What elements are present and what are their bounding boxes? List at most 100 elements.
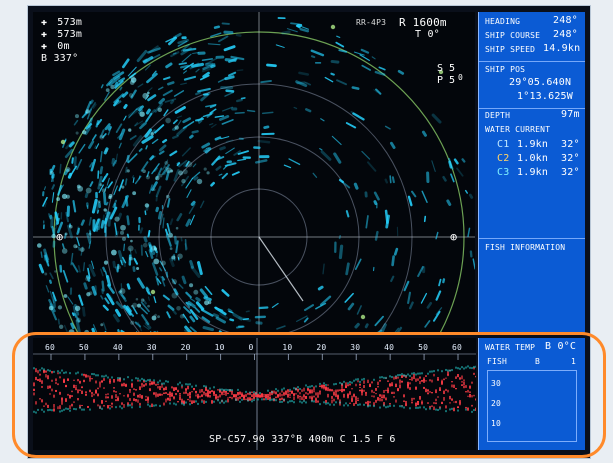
strip-echo-red	[115, 394, 117, 398]
sonar-display[interactable]: ✚ 573m ✚ 573m ✚ 0m B 337° RR-4P3 R 1600m…	[33, 12, 475, 334]
echo-speckle	[87, 267, 91, 279]
echo-speckle	[134, 120, 144, 127]
strip-echo-red	[171, 394, 173, 397]
strip-echo-red	[69, 394, 71, 399]
echo-cluster	[182, 169, 188, 175]
strip-echo-teal	[387, 405, 389, 408]
strip-echo-red	[465, 385, 467, 388]
echo-speckle	[165, 62, 173, 69]
strip-echo-red	[111, 405, 113, 408]
strip-echo-teal	[343, 380, 345, 383]
strip-echo-red	[323, 384, 325, 389]
strip-echo-red	[317, 400, 319, 403]
strip-echo-red	[149, 388, 151, 392]
strip-echo-red	[267, 394, 269, 398]
strip-echo-red	[331, 399, 333, 404]
echo-speckle	[96, 225, 99, 232]
strip-echo-teal	[169, 402, 171, 405]
echo-cluster	[186, 161, 193, 168]
echo-speckle	[91, 285, 97, 296]
strip-echo-teal	[127, 376, 129, 379]
echo-speckle	[100, 288, 104, 294]
echo-speckle	[312, 172, 318, 178]
strip-echo-red	[383, 390, 385, 394]
strip-echo-red	[91, 394, 93, 398]
strip-echo-red	[131, 402, 133, 406]
strip-echo-red	[83, 374, 85, 376]
strip-echo-red	[91, 391, 93, 395]
strip-echo-red	[101, 380, 103, 383]
echo-speckle	[126, 307, 135, 317]
strip-echo-red	[229, 391, 231, 393]
strip-echo-teal	[213, 400, 215, 403]
strip-echo-red	[429, 391, 431, 393]
strip-tick-label: 40	[112, 343, 123, 352]
echo-speckle	[293, 106, 298, 110]
echo-speckle	[245, 310, 250, 313]
echo-speckle	[173, 169, 180, 182]
echo-speckle	[305, 108, 312, 113]
echo-speckle	[178, 159, 188, 168]
strip-echo-teal	[419, 406, 421, 409]
strip-echo-red	[395, 376, 397, 380]
echo-cluster	[178, 170, 184, 176]
echo-speckle	[113, 93, 125, 104]
echo-speckle	[176, 115, 183, 119]
strip-echo-teal	[101, 407, 103, 410]
strip-echo-red	[467, 389, 469, 393]
strip-echo-red	[399, 384, 401, 389]
echo-speckle	[384, 178, 389, 184]
echo-cluster	[189, 283, 194, 288]
strip-echo-red	[179, 393, 181, 395]
strip-echo-red	[405, 400, 407, 405]
strip-echo-red	[461, 384, 463, 386]
echo-cluster	[174, 125, 179, 130]
echo-speckle	[174, 106, 186, 114]
water-temp-axis-label: 10	[491, 419, 502, 428]
strip-echo-teal	[373, 405, 375, 408]
strip-echo-red	[181, 398, 183, 402]
strip-echo-red	[99, 381, 101, 385]
echo-cluster	[74, 114, 80, 119]
strip-echo-red	[153, 381, 155, 385]
strip-echo-red	[315, 397, 317, 401]
strip-echo-red	[59, 391, 61, 395]
strip-echo-red	[433, 402, 435, 404]
echo-speckle	[130, 89, 137, 99]
echo-speckle	[228, 71, 237, 77]
strip-echo-red	[349, 391, 351, 395]
strip-echo-red	[411, 376, 413, 381]
strip-echo-red	[417, 378, 419, 381]
echo-speckle	[214, 136, 222, 141]
strip-echo-teal	[407, 373, 409, 376]
bottom-echo-strip[interactable]: 60 50 40 30 20 10 0 10 20 30 40 50 60 SP-C57.90 337°…	[33, 338, 476, 450]
echo-speckle	[107, 211, 112, 227]
strip-echo-red	[293, 396, 295, 401]
echo-speckle	[131, 175, 135, 179]
echo-speckle	[149, 155, 155, 161]
echo-speckle	[151, 262, 159, 276]
current-row: C1 1.9kn 32°	[479, 140, 585, 152]
echo-speckle	[319, 295, 332, 306]
strip-echo-red	[287, 393, 289, 398]
strip-echo-red	[235, 395, 237, 397]
strip-echo-red	[435, 389, 437, 394]
strip-echo-teal	[449, 369, 451, 372]
strip-echo-red	[381, 398, 383, 402]
echo-speckle	[232, 312, 243, 321]
echo-speckle	[84, 126, 92, 136]
strip-echo-red	[201, 389, 203, 393]
strip-echo-red	[305, 391, 307, 395]
echo-speckle	[153, 296, 157, 304]
strip-echo-teal	[305, 384, 307, 387]
strip-echo-red	[363, 380, 365, 384]
strip-echo-red	[313, 386, 315, 391]
echo-speckle	[145, 64, 151, 71]
echo-cluster	[176, 305, 181, 311]
strip-echo-red	[177, 401, 179, 403]
strip-echo-red	[333, 390, 335, 392]
echo-speckle	[70, 322, 75, 330]
strip-echo-red	[245, 393, 247, 397]
echo-speckle	[220, 136, 230, 140]
echo-speckle	[390, 275, 395, 283]
